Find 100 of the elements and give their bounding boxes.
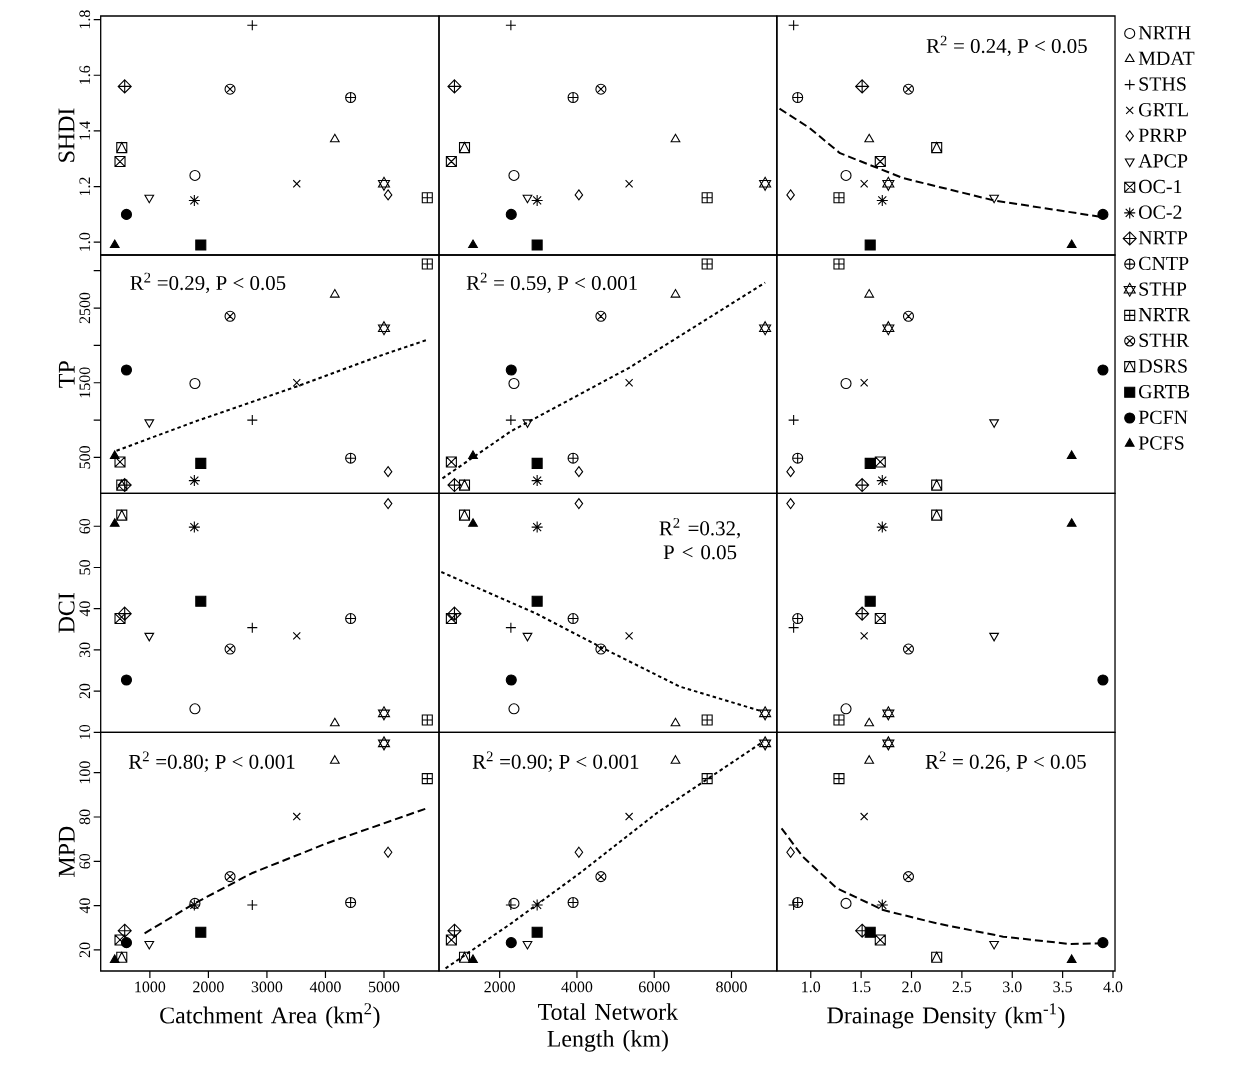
point [188, 194, 201, 207]
point [1066, 450, 1077, 459]
point [864, 717, 875, 727]
point [292, 631, 301, 640]
point [860, 631, 869, 640]
point [505, 937, 517, 949]
point [874, 456, 886, 468]
point [345, 896, 357, 909]
point [292, 812, 301, 821]
y-tick-label: 30 [79, 642, 91, 658]
point [876, 194, 889, 207]
point [144, 632, 155, 642]
point [447, 606, 462, 621]
annotation: R$^{2}$ =0.29, P < 0.05 [130, 272, 286, 294]
point [109, 954, 120, 963]
point [625, 812, 634, 821]
point [345, 452, 357, 464]
point [1066, 518, 1077, 527]
point [522, 419, 533, 428]
point [833, 258, 845, 270]
point [468, 954, 478, 963]
point [786, 846, 795, 858]
point [595, 871, 607, 883]
point [114, 155, 126, 168]
legend-label: OC-1 [1139, 179, 1182, 194]
point [468, 239, 478, 249]
point [860, 179, 869, 188]
point [468, 450, 478, 459]
x-tick-label: 2000 [193, 981, 224, 993]
point [117, 478, 132, 493]
point [902, 310, 915, 322]
point [574, 466, 584, 478]
point [522, 940, 533, 950]
point [377, 321, 391, 336]
point [383, 498, 393, 510]
x-tick-label: 1.0 [802, 981, 821, 993]
point [864, 133, 875, 143]
y-tick-label: 40 [79, 601, 91, 617]
point [989, 419, 999, 428]
point [383, 466, 393, 478]
x-tick-label: 3.0 [1003, 981, 1022, 993]
point [574, 846, 584, 858]
point [574, 498, 584, 510]
y-axis-title: TP [58, 361, 75, 388]
point [445, 456, 457, 468]
point [701, 773, 713, 785]
point [864, 289, 875, 298]
point [876, 898, 889, 912]
point [421, 773, 433, 785]
point [864, 755, 875, 764]
point [567, 896, 579, 909]
point [989, 194, 999, 204]
point [377, 736, 391, 751]
x-tick-label: 2.5 [952, 981, 972, 993]
point [786, 189, 795, 201]
point [874, 934, 886, 946]
y-tick-label: 80 [79, 809, 91, 825]
point [188, 474, 201, 487]
legend-label: STHP [1139, 282, 1187, 296]
legend-label: CNTP [1139, 256, 1189, 271]
point [670, 717, 681, 727]
legend-label: GRTL [1139, 103, 1188, 117]
point [792, 613, 804, 625]
point [116, 142, 128, 154]
point [670, 289, 681, 298]
point [383, 189, 393, 201]
line-series [143, 807, 428, 935]
point [329, 717, 340, 727]
point [864, 595, 876, 607]
point [531, 595, 543, 607]
point [931, 142, 943, 154]
point [117, 923, 132, 938]
point [1097, 937, 1109, 949]
point [120, 364, 132, 376]
y-axis-title: SHDI [58, 108, 75, 162]
legend-label: STHR [1139, 333, 1190, 347]
point [116, 951, 128, 963]
legend-label: APCP [1138, 154, 1188, 168]
point [445, 613, 457, 625]
point [292, 378, 301, 387]
point [902, 871, 915, 883]
point [531, 898, 544, 912]
point [188, 521, 201, 534]
x-tick-label: 4000 [561, 981, 593, 993]
point [114, 613, 126, 625]
point [931, 509, 943, 521]
x-tick-label: 6000 [638, 981, 670, 993]
y-tick-label: 1.2 [79, 177, 91, 196]
y-tick-label: 1.6 [79, 65, 91, 84]
point [931, 479, 943, 491]
point [882, 321, 895, 336]
annotation: R$^{2}$ =0.90; P < 0.001 [472, 751, 639, 772]
point [882, 706, 895, 721]
point [670, 133, 681, 143]
x-tick-label: 1000 [135, 981, 166, 993]
point [531, 474, 544, 487]
x-tick-label: 4.0 [1103, 981, 1123, 993]
point [505, 364, 517, 376]
point [329, 133, 340, 143]
point [116, 509, 128, 521]
